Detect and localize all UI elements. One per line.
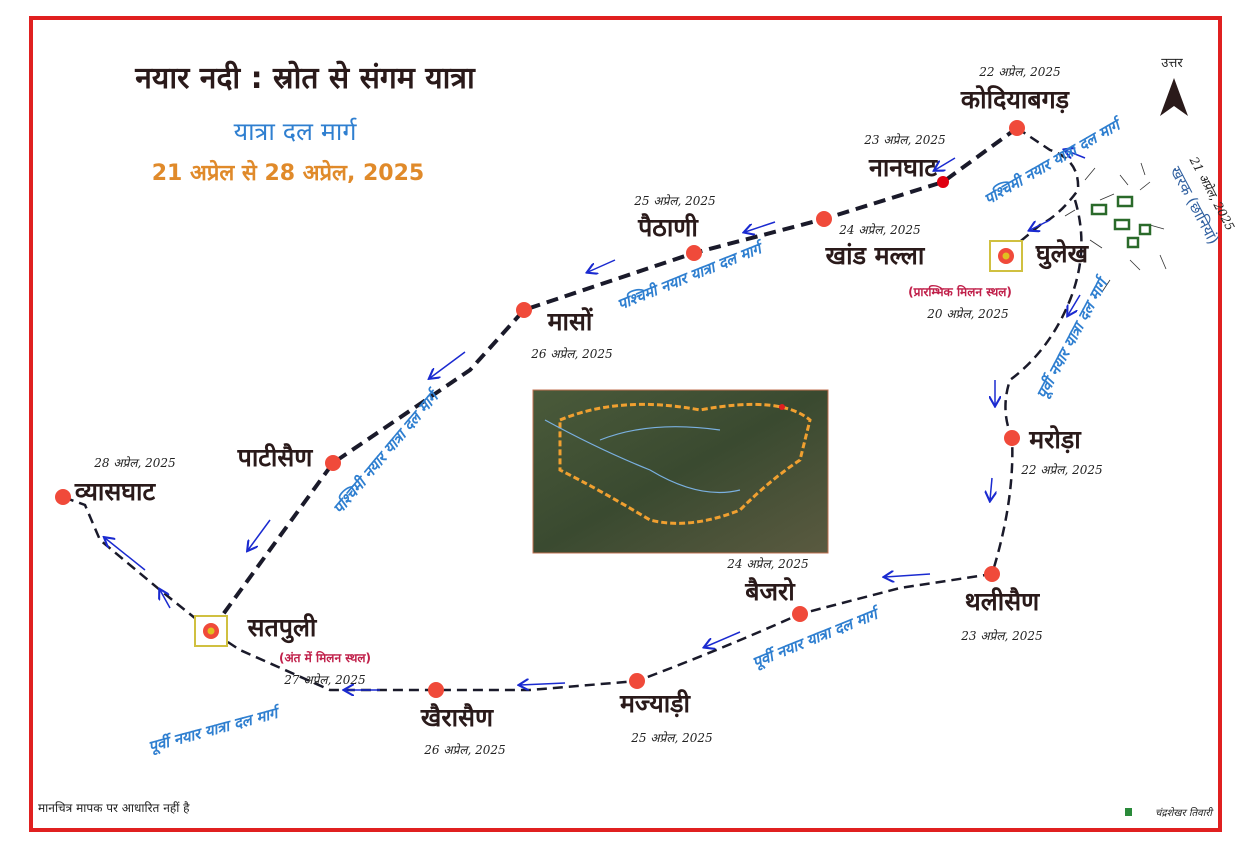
place-marker: खैरासैण 26 अप्रेल, 2025 xyxy=(420,682,506,757)
place-marker: थलीसैण 23 अप्रेल, 2025 xyxy=(960,566,1043,643)
direction-arrow-icon xyxy=(1030,219,1051,230)
disclaimer: मानचित्र मापक पर आधारित नहीं है xyxy=(38,801,190,815)
place-date: 25 अप्रेल, 2025 xyxy=(633,194,715,208)
place-name: पैठाणी xyxy=(637,213,699,242)
place-date: 26 अप्रेल, 2025 xyxy=(423,743,505,757)
north-arrow-icon xyxy=(1160,78,1188,116)
north-label: उत्तर xyxy=(1161,56,1183,71)
place-marker: मरोड़ा 22 अप्रेल, 2025 xyxy=(1004,425,1103,477)
place-dot xyxy=(516,302,532,318)
west-route-label: पश्चिमी नयार यात्रा दल मार्ग xyxy=(329,386,444,518)
direction-arrow-icon xyxy=(745,221,776,232)
place-name: खैरासैण xyxy=(420,703,494,732)
kharak-area xyxy=(1064,162,1167,293)
meeting-point-note: (प्रारम्भिक मिलन स्थल) xyxy=(908,285,1012,299)
east-route-label: पूर्वी नयार यात्रा दल मार्ग xyxy=(1033,273,1114,403)
direction-arrow-icon xyxy=(520,683,566,685)
direction-arrow-icon xyxy=(990,477,992,500)
place-date: 23 अप्रेल, 2025 xyxy=(863,133,945,147)
place-name: व्यासघाट xyxy=(74,477,157,506)
place-dot xyxy=(428,682,444,698)
east-route-label: पूर्वी नयार यात्रा दल मार्ग xyxy=(146,703,283,757)
meeting-dot-center xyxy=(1002,252,1010,260)
meeting-point: सतपुली (अंत में मिलन स्थल) 27 अप्रेल, 2025 xyxy=(194,613,371,687)
direction-arrow-icon xyxy=(105,538,146,571)
direction-arrow-icon xyxy=(935,157,956,170)
meeting-point-date: 27 अप्रेल, 2025 xyxy=(283,673,365,687)
map-title: नयार नदी : स्रोत से संगम यात्रा xyxy=(134,60,476,96)
east-route-label: पूर्वी नयार यात्रा दल मार्ग xyxy=(750,604,884,673)
place-marker: मज्याड़ी 25 अप्रेल, 2025 xyxy=(619,673,713,745)
north-arrow: उत्तर xyxy=(1160,56,1188,116)
place-name: नानघाट xyxy=(868,153,938,182)
meeting-point-name: सतपुली xyxy=(247,613,318,644)
meeting-point-date: 20 अप्रेल, 2025 xyxy=(926,307,1008,321)
place-dot xyxy=(1004,430,1020,446)
direction-arrow-icon xyxy=(160,590,171,609)
direction-arrow-icon xyxy=(588,259,616,272)
place-date: 28 अप्रेल, 2025 xyxy=(93,456,175,470)
place-date: 22 अप्रेल, 2025 xyxy=(1020,463,1102,477)
meeting-point: घुलेख (प्रारम्भिक मिलन स्थल) 20 अप्रेल, 20… xyxy=(908,239,1090,321)
place-dot xyxy=(686,245,702,261)
place-dot xyxy=(55,489,71,505)
place-name: मरोड़ा xyxy=(1028,425,1082,454)
meeting-point-name: घुलेख xyxy=(1035,239,1090,270)
place-name: कोदियाबगड़ xyxy=(960,85,1071,114)
place-dot xyxy=(792,606,808,622)
author: चंद्रशेखर तिवारी xyxy=(1155,807,1214,819)
direction-arrow-icon xyxy=(705,631,741,647)
place-marker: पाटीसैण xyxy=(237,443,341,472)
place-name: थलीसैण xyxy=(965,587,1040,616)
place-date: 24 अप्रेल, 2025 xyxy=(726,557,808,571)
place-name: मज्याड़ी xyxy=(619,689,692,718)
place-name: खांड मल्ला xyxy=(825,241,926,270)
meeting-dot-center xyxy=(207,627,215,635)
place-marker: पैठाणी 25 अप्रेल, 2025 xyxy=(633,194,716,261)
place-dot xyxy=(325,455,341,471)
meeting-point-note: (अंत में मिलन स्थल) xyxy=(279,651,371,665)
place-name: पाटीसैण xyxy=(237,443,314,472)
place-dot xyxy=(937,176,949,188)
west-route-label: पश्चिमी नयार यात्रा दल मार्ग xyxy=(981,114,1126,208)
place-dot xyxy=(816,211,832,227)
place-date: 24 अप्रेल, 2025 xyxy=(838,223,920,237)
place-marker: कोदियाबगड़ 22 अप्रेल, 2025 xyxy=(960,65,1071,136)
place-marker: मासों 26 अप्रेल, 2025 xyxy=(516,302,613,361)
place-date: 23 अप्रेल, 2025 xyxy=(960,629,1042,643)
direction-arrow-icon xyxy=(430,351,466,378)
place-marker: व्यासघाट 28 अप्रेल, 2025 xyxy=(55,456,176,506)
date-range: 21 अप्रेल से 28 अप्रेल, 2025 xyxy=(152,159,424,186)
place-date: 26 अप्रेल, 2025 xyxy=(530,347,612,361)
direction-arrow-icon xyxy=(1068,294,1081,315)
meeting-point-box xyxy=(194,615,228,647)
place-date: 25 अप्रेल, 2025 xyxy=(630,731,712,745)
place-dot xyxy=(1009,120,1025,136)
place-marker: बैजरो 24 अप्रेल, 2025 xyxy=(726,557,809,622)
place-marker: खांड मल्ला 24 अप्रेल, 2025 xyxy=(816,211,926,270)
map-subtitle: यात्रा दल मार्ग xyxy=(234,117,358,146)
author-marker-icon xyxy=(1125,808,1132,816)
place-name: बैजरो xyxy=(744,577,796,606)
west-route-line xyxy=(209,126,1019,633)
place-date: 22 अप्रेल, 2025 xyxy=(978,65,1060,79)
direction-arrow-icon xyxy=(248,519,271,550)
place-dot xyxy=(984,566,1000,582)
kharak-label: खरक (छानियां) 21 अप्रेल, 2025 xyxy=(1166,154,1237,248)
place-name: मासों xyxy=(547,307,594,336)
place-marker: नानघाट 23 अप्रेल, 2025 xyxy=(863,133,949,188)
satellite-inset xyxy=(532,389,829,554)
place-dot xyxy=(629,673,645,689)
direction-arrow-icon xyxy=(885,574,931,577)
east-route-line xyxy=(62,199,1083,692)
map-border xyxy=(29,16,1222,832)
direction-arrow-icon xyxy=(1065,150,1086,158)
